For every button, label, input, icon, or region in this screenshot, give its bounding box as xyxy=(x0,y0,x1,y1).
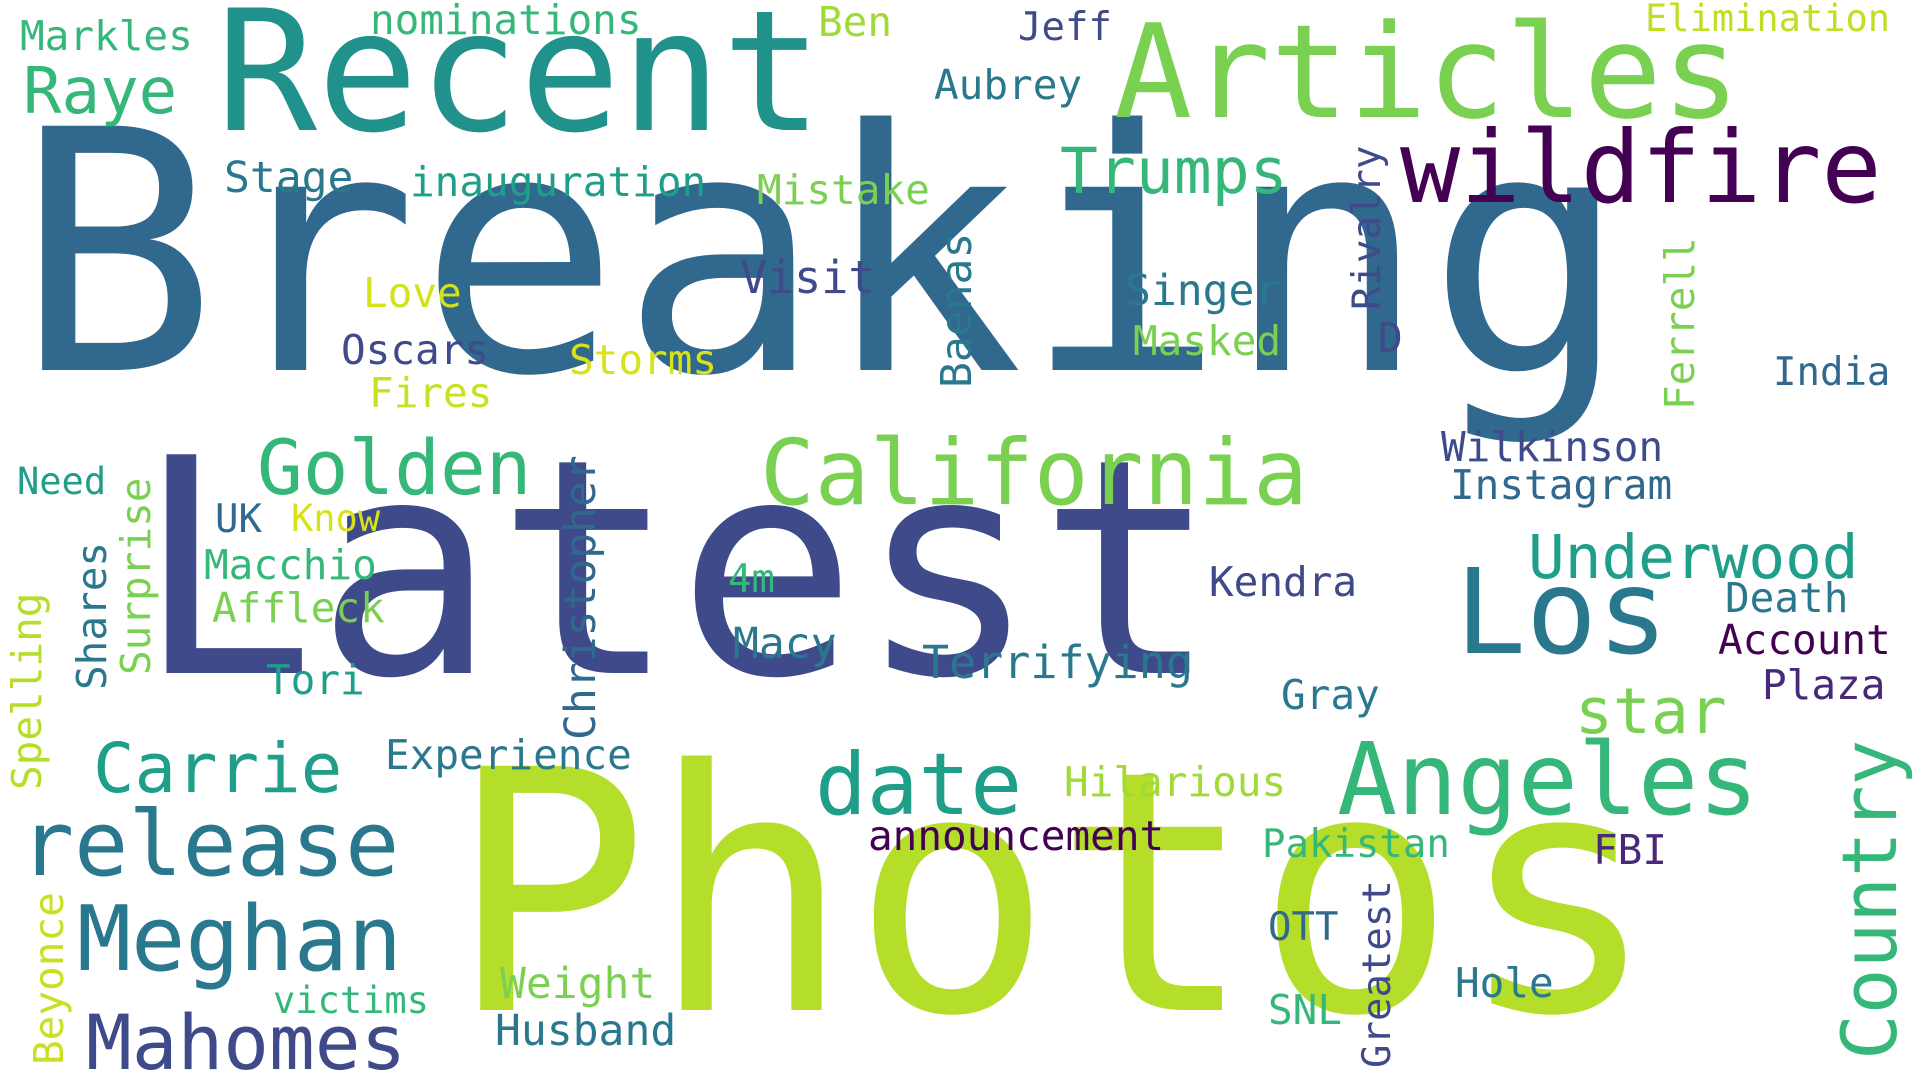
word-hilarious: Hilarious xyxy=(1064,758,1287,806)
word-articles: Articles xyxy=(1114,0,1741,148)
word-instagram: Instagram xyxy=(1450,461,1673,509)
word-date: date xyxy=(815,735,1023,835)
word-star: star xyxy=(1575,675,1727,748)
word-victims: victims xyxy=(273,979,429,1022)
word-announcement: announcement xyxy=(868,812,1165,860)
word-ott: OTT xyxy=(1268,905,1339,950)
word-rivalry: Rivalry xyxy=(1345,145,1390,310)
word-country: Country xyxy=(1825,739,1914,1060)
word-kendra: Kendra xyxy=(1209,558,1358,606)
word-surprise: Surprise xyxy=(112,477,160,675)
word-fires: Fires xyxy=(369,369,493,417)
word-carrie: Carrie xyxy=(93,729,343,809)
word-husband: Husband xyxy=(495,1006,677,1056)
word-storms: Storms xyxy=(569,336,718,384)
word-greatest: Greatest xyxy=(1355,880,1400,1068)
word-baenas: Baenas xyxy=(932,232,982,388)
word-snl: SNL xyxy=(1268,986,1343,1034)
word-elimination: Elimination xyxy=(1645,0,1891,40)
word-underwood: Underwood xyxy=(1528,522,1859,593)
word-experience: Experience xyxy=(385,731,632,779)
word-macchio: Macchio xyxy=(204,541,377,589)
word-uk: UK xyxy=(215,497,262,542)
word-know: Know xyxy=(291,497,381,540)
word-beyonce: Beyonce xyxy=(25,892,73,1065)
word-recent: Recent xyxy=(216,0,823,170)
word-tori: Tori xyxy=(266,656,365,704)
word-plaza: Plaza xyxy=(1762,661,1886,709)
word-raye: Raye xyxy=(23,55,178,129)
word-christopher: Christopher xyxy=(556,455,606,740)
word-golden: Golden xyxy=(257,423,532,512)
word-singer: Singer xyxy=(1125,266,1281,316)
word-nominations: nominations xyxy=(370,0,642,44)
word-mahomes: Mahomes xyxy=(86,998,407,1080)
word-markles: Markles xyxy=(20,12,193,60)
word-fbi: FBI xyxy=(1593,826,1668,874)
word-death: Death xyxy=(1725,574,1849,622)
word-ferrell: Ferrell xyxy=(1656,237,1704,410)
word-los: Los xyxy=(1455,543,1669,681)
word-d: D xyxy=(1378,314,1403,362)
word-california: California xyxy=(760,421,1308,526)
word-hole: Hole xyxy=(1455,959,1554,1007)
word-angeles: Angeles xyxy=(1337,721,1759,838)
word-macy: Macy xyxy=(733,619,837,669)
word-trumps: Trumps xyxy=(1060,135,1288,208)
word-weight: Weight xyxy=(500,959,656,1009)
word-shares: Shares xyxy=(68,541,116,690)
word-pakistan: Pakistan xyxy=(1262,822,1450,867)
word-wilkinson: Wilkinson xyxy=(1441,423,1664,471)
word-spelling: Spelling xyxy=(3,592,51,790)
word-latest: Latest xyxy=(135,395,1219,744)
word-visit: Visit xyxy=(740,251,876,304)
word-terrifying: Terrifying xyxy=(922,636,1193,689)
word-gray: Gray xyxy=(1281,671,1380,719)
word-need: Need xyxy=(17,460,107,503)
word-stage: Stage xyxy=(224,153,354,203)
word-4m: 4m xyxy=(728,557,775,602)
word-love: Love xyxy=(363,269,462,317)
word-breaking: Breaking xyxy=(15,60,1629,450)
word-ben: Ben xyxy=(818,0,893,46)
word-wildfire: wildfire xyxy=(1400,109,1882,226)
word-photos: Photos xyxy=(448,700,1659,1080)
word-inauguration: inauguration xyxy=(410,158,707,206)
word-aubrey: Aubrey xyxy=(934,61,1083,109)
word-meghan: Meghan xyxy=(77,887,403,992)
word-masked: Masked xyxy=(1133,317,1282,365)
word-affleck: Affleck xyxy=(212,584,385,632)
word-jeff: Jeff xyxy=(1018,5,1112,50)
word-account: Account xyxy=(1718,616,1891,664)
word-oscars: Oscars xyxy=(341,326,490,374)
word-mistake: Mistake xyxy=(757,166,930,214)
word-release: release xyxy=(20,792,400,897)
word-india: India xyxy=(1773,350,1891,395)
